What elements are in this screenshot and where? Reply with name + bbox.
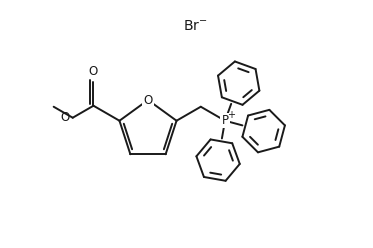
Text: O: O (143, 93, 153, 106)
Text: O: O (60, 111, 70, 124)
Text: Br$^{-}$: Br$^{-}$ (183, 19, 207, 33)
Text: +: + (227, 110, 235, 120)
Text: P: P (222, 114, 229, 127)
Text: O: O (89, 65, 98, 78)
